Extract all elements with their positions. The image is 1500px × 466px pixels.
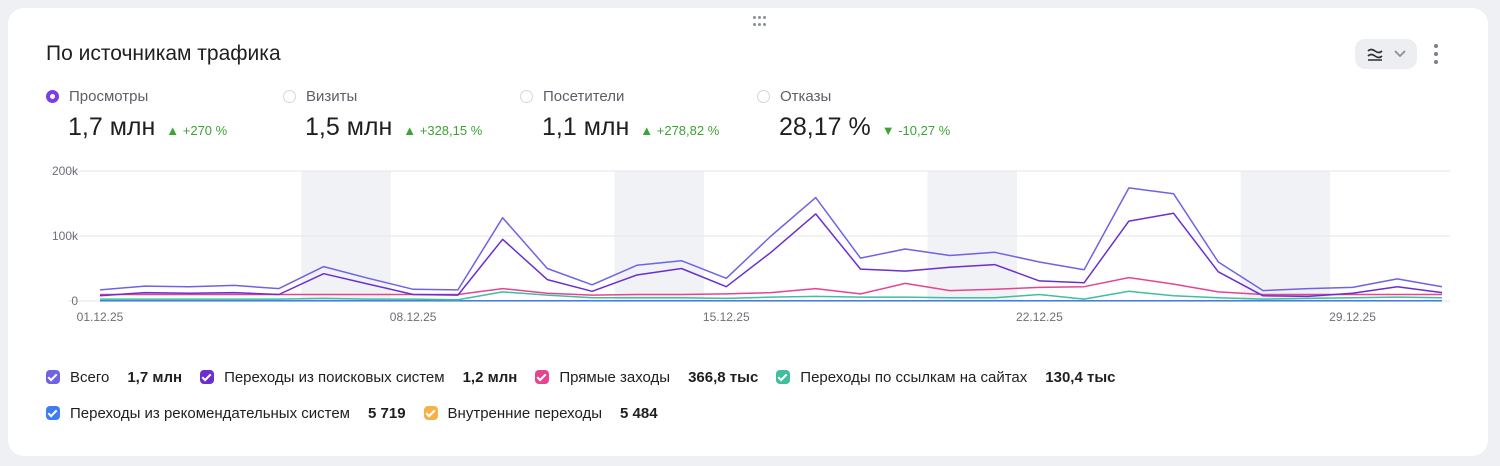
legend-total: 366,8 тыс — [688, 368, 759, 386]
widget-title: По источникам трафика — [46, 42, 281, 65]
metric-label: Просмотры — [69, 87, 149, 105]
chart-legend: Всего 1,7 млн Переходы из поисковых систем… — [46, 364, 1466, 436]
metric-value: 1,7 млн — [68, 113, 156, 141]
x-tick-label: 22.12.25 — [1016, 310, 1063, 324]
x-tick-label: 15.12.25 — [703, 310, 750, 324]
legend-label: Прямые заходы — [559, 368, 671, 386]
more-menu-icon[interactable] — [1428, 42, 1444, 66]
metric-value: 1,1 млн — [542, 113, 630, 141]
radio-visits[interactable] — [283, 89, 296, 103]
checkbox-icon[interactable] — [423, 406, 438, 420]
legend-total: 1,7 млн — [127, 368, 183, 386]
legend-item[interactable]: Переходы по ссылкам на сайтах 130,4 тыс — [776, 369, 1115, 386]
y-tick-label: 0 — [71, 294, 78, 308]
legend-total: 5 719 — [368, 404, 406, 422]
metric-value: 28,17 % — [779, 113, 871, 141]
radio-visitors[interactable] — [520, 89, 533, 103]
chart-lines-icon — [1366, 46, 1384, 62]
checkbox-icon[interactable] — [46, 406, 60, 420]
radio-bounces[interactable] — [757, 89, 770, 103]
radio-pageviews[interactable] — [46, 89, 59, 103]
metric-delta down: ▼ -10,27 % — [881, 123, 951, 138]
checkbox-icon[interactable] — [200, 370, 215, 384]
legend-item[interactable]: Внутренние переходы 5 484 — [423, 404, 658, 422]
metric-value: 1,5 млн — [305, 113, 393, 141]
metric-delta: ▲ +278,82 % — [640, 123, 720, 138]
legend-label: Переходы из рекомендательных систем — [70, 404, 350, 422]
metric-bounces[interactable]: Отказы 28,17 % ▼ -10,27 % — [757, 86, 987, 142]
checkbox-icon[interactable] — [46, 370, 60, 384]
metric-label: Визиты — [306, 87, 358, 105]
metric-pageviews[interactable]: Просмотры 1,7 млн ▲ +270 % — [46, 86, 276, 142]
y-tick-label: 200k — [52, 164, 79, 178]
metric-delta: ▲ +270 % — [166, 123, 228, 138]
checkbox-icon[interactable] — [535, 370, 550, 384]
series-line — [99, 187, 1443, 292]
legend-label: Всего — [70, 368, 110, 386]
legend-total: 1,2 млн — [462, 368, 518, 386]
series-line — [100, 290, 1443, 301]
traffic-sources-widget: По источникам трафика Просмотры 1,7 млн ▲… — [8, 8, 1488, 456]
legend-total: 130,4 тыс — [1045, 368, 1116, 386]
series-line — [100, 276, 1442, 296]
chevron-down-icon — [1393, 49, 1407, 59]
legend-item[interactable]: Переходы из рекомендательных систем 5 719 — [46, 405, 406, 422]
metric-visits[interactable]: Визиты 1,5 млн ▲ +328,15 % — [283, 86, 513, 142]
legend-item[interactable]: Переходы из поисковых систем 1,2 млн — [200, 369, 517, 386]
metric-visitors[interactable]: Посетители 1,1 млн ▲ +278,82 % — [520, 86, 750, 142]
legend-label: Переходы из поисковых систем — [224, 368, 445, 386]
metric-label: Посетители — [543, 87, 625, 105]
legend-item[interactable]: Всего 1,7 млн — [46, 369, 182, 386]
legend-item[interactable]: Прямые заходы 366,8 тыс — [535, 369, 758, 386]
legend-label: Переходы по ссылкам на сайтах — [800, 368, 1028, 386]
metric-label: Отказы — [780, 87, 832, 105]
checkbox-icon[interactable] — [776, 370, 791, 384]
metric-delta: ▲ +328,15 % — [403, 123, 483, 138]
legend-label: Внутренние переходы — [447, 404, 603, 422]
y-tick-label: 100k — [52, 229, 79, 243]
x-tick-label: 08.12.25 — [390, 310, 437, 324]
x-tick-label: 01.12.25 — [77, 310, 124, 324]
chart-type-button[interactable] — [1355, 39, 1417, 69]
traffic-line-chart[interactable]: 200k 100k 0 01.12.25 08.12.25 15.12.25 22.12.2… — [8, 8, 1488, 348]
series-line — [99, 212, 1443, 298]
x-tick-label: 29.12.25 — [1329, 310, 1376, 324]
drag-handle-icon[interactable] — [753, 16, 767, 28]
legend-total: 5 484 — [620, 404, 658, 422]
